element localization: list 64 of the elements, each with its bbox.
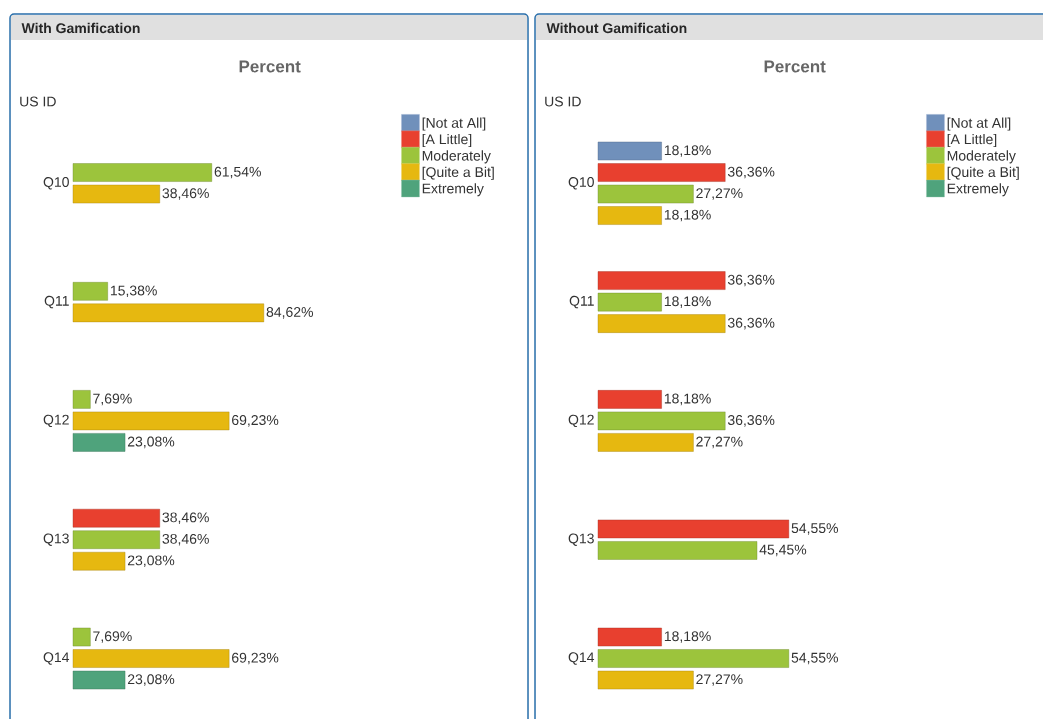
- data-label: 54,55%: [791, 652, 839, 665]
- data-label: 7,69%: [93, 631, 132, 643]
- chart-subtitle: Percent: [239, 60, 301, 73]
- data-label: 18,18%: [664, 393, 711, 406]
- legend-label: [Not at All]: [422, 117, 486, 131]
- data-label: 61,54%: [214, 166, 261, 179]
- data-label: 23,08%: [127, 674, 175, 686]
- data-label: 38,46%: [162, 188, 209, 200]
- data-label: 36,36%: [727, 166, 775, 179]
- data-label: 69,23%: [232, 652, 279, 665]
- bar: [597, 627, 662, 647]
- data-label: 27,27%: [696, 674, 743, 686]
- bar: [597, 271, 726, 290]
- y-tick-label: Q11: [569, 295, 594, 309]
- y-tick-label: Q14: [568, 652, 595, 665]
- data-label: 36,36%: [727, 415, 775, 427]
- y-tick-label: Q10: [43, 177, 69, 190]
- legend-label: [Not at All]: [947, 117, 1011, 131]
- bar: [597, 292, 662, 312]
- y-tick-label: Q13: [43, 533, 69, 546]
- legend-label: Extremely: [947, 183, 1009, 197]
- bar: [597, 411, 726, 431]
- legend-label: Moderately: [947, 150, 1016, 164]
- y-tick-label: Q13: [568, 533, 594, 546]
- legend-label: Extremely: [422, 183, 484, 197]
- data-label: 45,45%: [759, 544, 807, 557]
- chart-subtitle: Percent: [764, 60, 826, 73]
- chart-title: With Gamification: [21, 22, 140, 34]
- legend-label: [Quite a Bit]: [422, 166, 494, 180]
- y-tick-label: Q12: [43, 414, 69, 428]
- bar: [597, 390, 662, 409]
- data-label: 54,55%: [791, 523, 839, 535]
- legend-label: Moderately: [422, 150, 491, 164]
- y-tick-label: Q10: [568, 177, 594, 190]
- data-label: 84,62%: [266, 307, 314, 319]
- data-label: 23,08%: [127, 436, 175, 449]
- data-label: 18,18%: [664, 145, 711, 157]
- data-label: 69,23%: [232, 415, 279, 427]
- y-axis-title: US ID: [545, 96, 581, 107]
- chart-title: Without Gamification: [546, 22, 687, 34]
- data-label: 27,27%: [696, 188, 743, 200]
- bar: [597, 314, 726, 333]
- legend-label: [A Little]: [947, 133, 997, 148]
- data-label: 15,38%: [110, 285, 157, 298]
- bar: [597, 649, 790, 668]
- data-label: 18,18%: [664, 631, 711, 643]
- data-label: 27,27%: [696, 436, 743, 449]
- data-label: 23,08%: [127, 555, 175, 567]
- data-label: 38,46%: [162, 512, 209, 524]
- bar: [597, 141, 662, 161]
- data-label: 18,18%: [664, 209, 711, 222]
- data-label: 36,36%: [727, 317, 775, 330]
- y-tick-label: Q11: [44, 295, 69, 309]
- y-axis-title: US ID: [20, 96, 56, 107]
- y-tick-label: Q14: [43, 652, 70, 665]
- data-label: 38,46%: [162, 533, 209, 546]
- y-tick-label: Q12: [568, 414, 594, 428]
- legend-label: [A Little]: [422, 133, 472, 148]
- data-label: 36,36%: [727, 274, 775, 287]
- legend-label: [Quite a Bit]: [947, 166, 1019, 180]
- bar: [597, 670, 694, 690]
- data-label: 7,69%: [93, 393, 132, 406]
- bar: [597, 433, 694, 452]
- data-label: 18,18%: [664, 296, 711, 308]
